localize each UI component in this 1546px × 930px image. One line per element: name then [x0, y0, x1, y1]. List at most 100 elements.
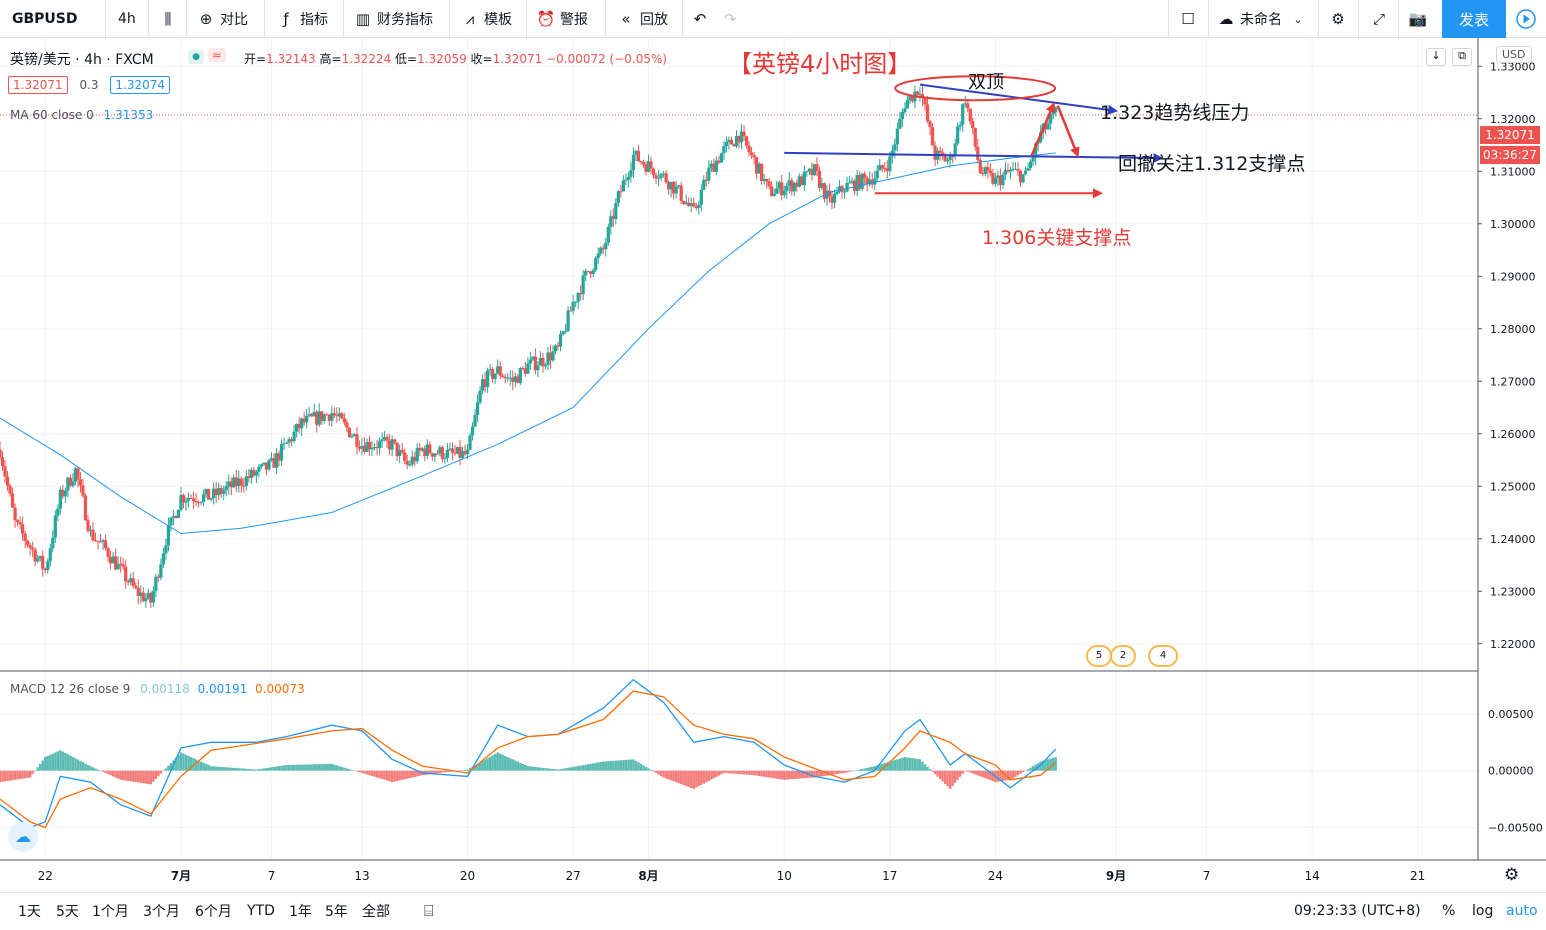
- us-event-flag-icon[interactable]: 5: [1086, 645, 1112, 667]
- macd-histogram-bar: [300, 764, 303, 771]
- restore-pane-icon[interactable]: ⧉: [1452, 48, 1472, 66]
- alert-button[interactable]: ⏰ 警报: [536, 0, 588, 38]
- chart-title-annotation[interactable]: 【英镑4小时图】: [728, 50, 912, 78]
- redo-button[interactable]: ↷: [720, 0, 744, 38]
- range-6m-button[interactable]: 6个月: [195, 904, 232, 920]
- range-3m-button[interactable]: 3个月: [143, 904, 180, 920]
- candle-body: [151, 590, 155, 603]
- range-1d-button[interactable]: 1天: [18, 904, 41, 920]
- tradingview-logo-icon[interactable]: ☁: [8, 822, 38, 852]
- go-to-date-icon[interactable]: ⌸: [424, 901, 434, 920]
- macd-histogram-bar: [989, 770, 992, 781]
- range-1y-button[interactable]: 1年: [289, 904, 312, 920]
- macd-histogram-bar: [828, 770, 831, 776]
- pullback-annotation[interactable]: 回撤关注1.312支撑点: [1118, 153, 1306, 175]
- play-button[interactable]: [1506, 0, 1546, 38]
- log-scale-button[interactable]: log: [1472, 903, 1494, 919]
- macd-histogram-bar: [607, 761, 610, 771]
- macd-histogram-bar: [820, 770, 824, 777]
- macd-histogram-bar: [730, 770, 733, 774]
- market-status[interactable]: ● ≈: [188, 48, 226, 64]
- candle-body: [704, 179, 708, 181]
- candle-body: [845, 182, 849, 192]
- candle-body: [800, 176, 804, 186]
- range-5d-button[interactable]: 5天: [56, 904, 79, 920]
- macd-histogram-bar: [918, 759, 922, 771]
- macd-histogram-bar: [609, 761, 613, 771]
- candle-body: [350, 436, 354, 438]
- time-tick-label: 22: [38, 869, 53, 883]
- candle-body: [825, 190, 829, 199]
- us-event-flag-icon-2[interactable]: 2: [1110, 645, 1136, 667]
- macd-histogram-bar: [1021, 770, 1025, 773]
- publish-button[interactable]: 发表: [1442, 0, 1506, 38]
- macd-histogram-bar: [835, 770, 839, 775]
- macd-histogram-bar: [94, 768, 97, 771]
- macd-histogram-bar: [446, 770, 449, 773]
- chart-canvas[interactable]: 1.33000 1.32000 1.31000 1.30000 1.29000 1.280…: [0, 38, 1546, 892]
- ma-legend[interactable]: MA 60 close 0 1.31353: [10, 108, 153, 122]
- symbol-search-button[interactable]: GBPUSD: [12, 0, 78, 38]
- fullscreen-button[interactable]: ⤢: [1369, 0, 1393, 38]
- fullscreen-select-button[interactable]: ☐: [1178, 0, 1202, 38]
- settings-button[interactable]: ⚙: [1328, 0, 1352, 38]
- range-1m-button[interactable]: 1个月: [92, 904, 129, 920]
- candle-body: [36, 558, 40, 562]
- candle-body: [377, 441, 382, 449]
- macd-histogram-bar: [84, 763, 87, 771]
- macd-histogram-bar: [466, 769, 469, 771]
- macd-histogram-bar: [514, 760, 517, 771]
- macd-histogram-bar: [740, 770, 743, 775]
- double-top-annotation[interactable]: 双顶: [968, 72, 1004, 93]
- axis-settings-gear-icon[interactable]: ⚙: [1504, 865, 1520, 885]
- layout-menu-button[interactable]: ☁ 未命名 ⌄: [1216, 0, 1312, 38]
- macd-histogram-bar: [411, 770, 414, 778]
- candle-body: [797, 176, 801, 187]
- replay-button[interactable]: « 回放: [616, 0, 668, 38]
- range-all-button[interactable]: 全部: [362, 904, 390, 920]
- currency-label[interactable]: USD: [1496, 46, 1532, 63]
- candle-body: [352, 434, 357, 437]
- candle-body: [810, 168, 814, 176]
- snapshot-button[interactable]: 📷: [1408, 0, 1432, 38]
- uk-event-flag-icon[interactable]: 4: [1148, 645, 1178, 667]
- candle-body: [448, 448, 452, 450]
- macd-histogram-bar: [622, 760, 625, 771]
- candle-body: [840, 186, 844, 192]
- indicators-button[interactable]: ƒ 指标: [276, 0, 328, 38]
- percent-scale-button[interactable]: %: [1442, 903, 1456, 919]
- chart-style-button[interactable]: ⫼: [158, 0, 182, 38]
- support-annotation[interactable]: 1.306关键支撑点: [982, 227, 1132, 249]
- undo-button[interactable]: ↶: [690, 0, 714, 38]
- candle-body: [865, 177, 869, 185]
- macd-histogram-bar: [649, 769, 653, 771]
- interval-button[interactable]: 4h: [118, 0, 136, 38]
- candle-body: [8, 485, 12, 494]
- auto-scale-button[interactable]: auto: [1506, 903, 1538, 919]
- resistance-annotation[interactable]: 1.323趋势线压力: [1100, 102, 1250, 124]
- candle-body: [903, 108, 907, 113]
- macd-histogram-bar: [51, 753, 54, 771]
- financials-button[interactable]: ▥ 财务指标: [353, 0, 433, 38]
- collapse-arrow-icon[interactable]: ↓: [1426, 48, 1446, 66]
- range-ytd-button[interactable]: YTD: [247, 903, 275, 919]
- compare-button[interactable]: ⊕ 对比: [196, 0, 248, 38]
- clock-readout[interactable]: 09:23:33 (UTC+8): [1294, 903, 1421, 919]
- range-5y-button[interactable]: 5年: [325, 904, 348, 920]
- candle-body: [591, 269, 595, 274]
- candle-body: [269, 458, 274, 461]
- macd-histogram-bar: [549, 768, 552, 771]
- macd-histogram-bar: [260, 768, 263, 771]
- candle-body: [978, 159, 982, 174]
- candle-body: [96, 540, 100, 542]
- templates-button[interactable]: ⩘ 模板: [460, 0, 512, 38]
- candle-body: [895, 128, 899, 145]
- pullback-support-line: [784, 151, 1164, 164]
- macd-histogram-bar: [521, 763, 525, 771]
- candle-body: [106, 548, 110, 558]
- macd-histogram-bar: [662, 770, 665, 778]
- macd-histogram-bar: [838, 770, 841, 774]
- interval-label: 4h: [118, 11, 136, 27]
- macd-legend[interactable]: MACD 12 26 close 9 0.00118 0.00191 0.000…: [10, 682, 305, 696]
- macd-histogram-bar: [790, 770, 793, 780]
